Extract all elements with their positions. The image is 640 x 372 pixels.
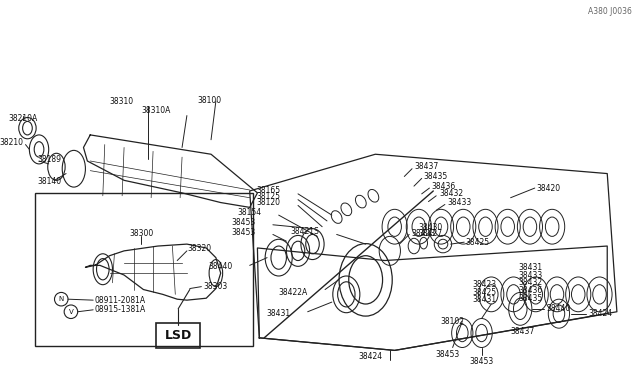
Text: 38300: 38300 [129,229,154,238]
Text: 38440: 38440 [208,262,232,271]
Text: 08915-1381A: 08915-1381A [94,305,145,314]
Text: 38433: 38433 [448,198,472,207]
Text: 38189: 38189 [37,155,61,164]
Text: 38421S: 38421S [291,227,319,236]
Text: 38453: 38453 [231,228,255,237]
Text: 38423: 38423 [411,229,435,238]
Text: 38431: 38431 [266,309,291,318]
Text: 38436: 38436 [518,286,543,295]
Text: 38310A: 38310A [141,106,170,115]
Text: 38433: 38433 [518,270,543,279]
Text: 38425: 38425 [472,288,496,297]
Text: A380 J0036: A380 J0036 [588,7,632,16]
Text: N: N [59,296,64,302]
Text: 38154: 38154 [237,208,261,217]
Text: 38423: 38423 [472,280,496,289]
Text: V: V [68,309,74,315]
Text: 38432: 38432 [439,189,463,198]
Text: LSD: LSD [164,330,192,342]
Text: 38210A: 38210A [8,114,37,123]
Text: 08911-2081A: 08911-2081A [94,296,145,305]
Text: 38210: 38210 [0,138,24,147]
Text: 38437: 38437 [511,327,535,336]
Text: 38310: 38310 [109,97,134,106]
Text: 38422A: 38422A [278,288,308,297]
Text: 38427: 38427 [419,229,443,238]
Text: 38425: 38425 [465,238,490,247]
Text: 38453: 38453 [470,357,493,366]
Text: 38424: 38424 [358,352,383,361]
Text: 38165: 38165 [257,186,280,195]
Text: 38435: 38435 [424,172,448,181]
Text: 38420: 38420 [537,183,561,193]
Text: 38431: 38431 [518,263,543,272]
Text: 38320: 38320 [188,244,212,253]
Text: 38303: 38303 [204,282,228,291]
Text: 38440: 38440 [547,304,571,313]
Text: 38435: 38435 [518,294,543,303]
Text: 38453: 38453 [231,218,255,227]
Text: 38140: 38140 [37,177,61,186]
Text: 38431: 38431 [472,295,496,304]
Text: 38424: 38424 [588,309,612,318]
Text: 38102: 38102 [440,317,464,326]
Bar [35,193,253,346]
Text: 38432: 38432 [518,278,543,287]
Text: 38436: 38436 [431,182,456,190]
Text: 38100: 38100 [197,96,221,105]
Text: 38430: 38430 [419,223,443,232]
Text: 38125: 38125 [257,192,280,201]
Text: 38120: 38120 [257,198,280,207]
Text: 38453: 38453 [436,350,460,359]
Text: 38437: 38437 [414,162,438,171]
